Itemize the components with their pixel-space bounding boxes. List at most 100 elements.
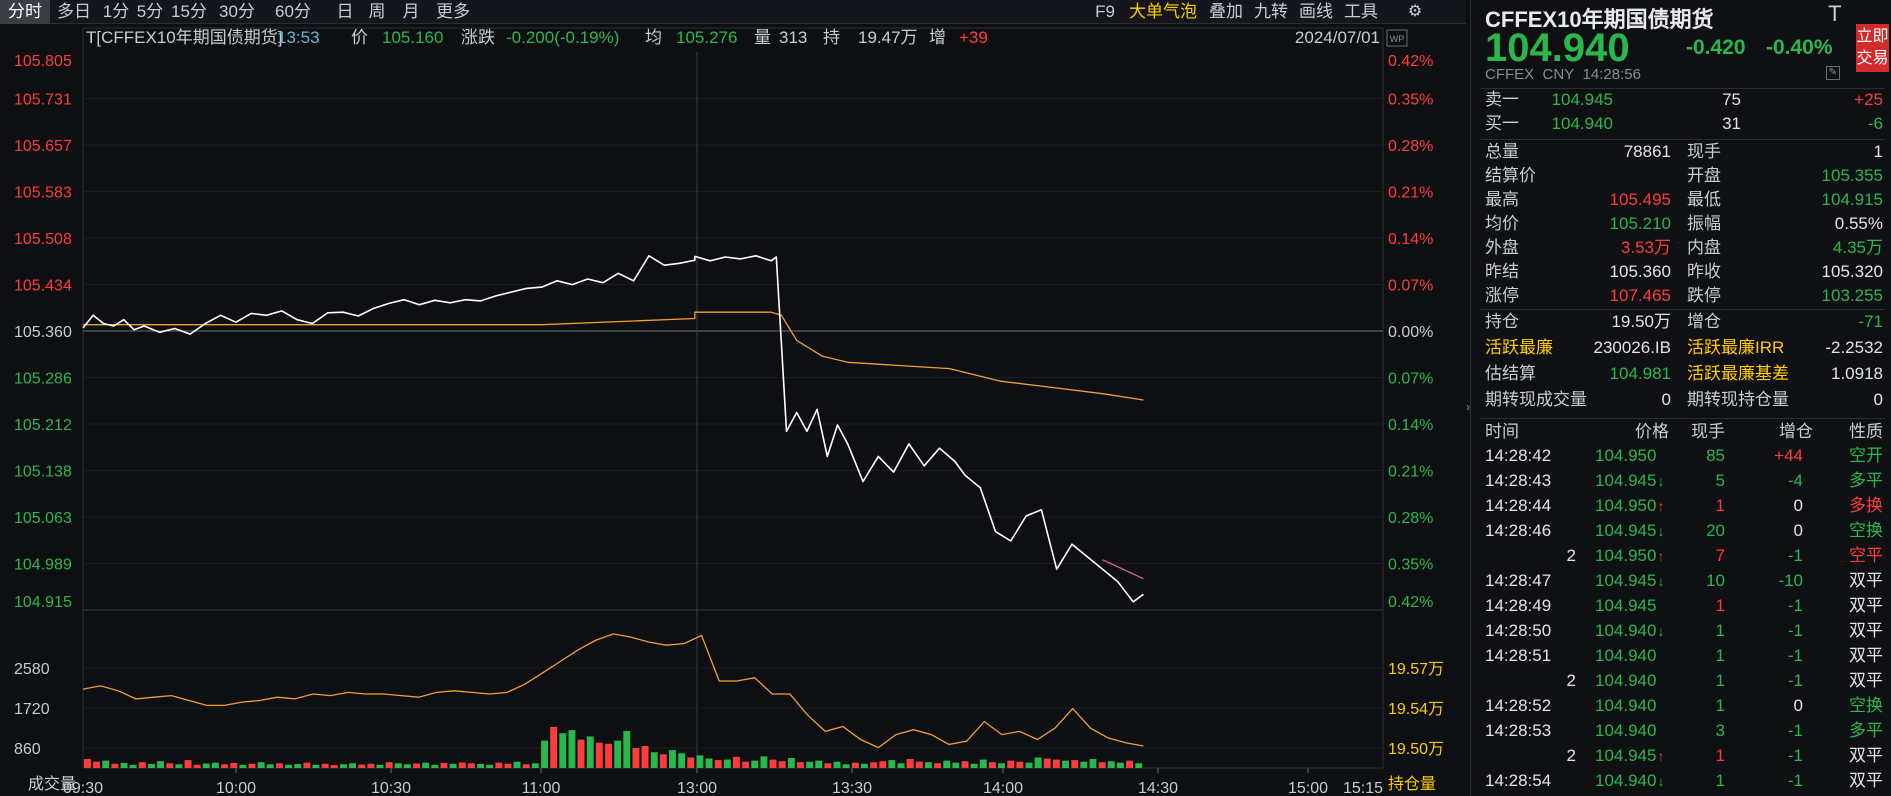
- tick-row: 14:28:51 104.940 1 -1 双平: [1485, 644, 1883, 668]
- volume-bar: [248, 763, 256, 768]
- stat-value: 4.35万: [1832, 238, 1883, 257]
- ticks-header-time: 时间: [1485, 422, 1519, 441]
- panel-divider: [1481, 309, 1885, 310]
- volume-bar: [714, 760, 722, 768]
- tick-time: 14:28:54: [1485, 771, 1552, 790]
- panel-collapse-icon[interactable]: »: [1466, 400, 1473, 440]
- infobar-item: 313: [779, 28, 807, 47]
- toolbar-tab-3[interactable]: 5分: [136, 2, 164, 21]
- price-tick-label: 105.138: [14, 464, 72, 481]
- price-tick-label: 104.915: [14, 594, 72, 611]
- tick-time: 14:28:43: [1485, 471, 1552, 490]
- toolbar-tab-6[interactable]: 60分: [275, 2, 311, 21]
- infobar-item: +39: [959, 28, 988, 47]
- toolbar-tab-2[interactable]: 1分: [102, 2, 130, 21]
- gear-icon[interactable]: ⚙: [1407, 3, 1423, 20]
- tick-row: 14:28:54 104.940 1 -1 双平: [1485, 769, 1883, 793]
- intraday-chart[interactable]: T[CFFEX10年期国债期货] 13:53 价 105.160 涨跌 -0.200(-0…: [0, 24, 1466, 796]
- stat-value: 105.210: [1609, 214, 1671, 233]
- price-line: [82, 255, 1144, 603]
- stat-row: 总量 78861 现手 1: [1485, 140, 1883, 164]
- chart-svg[interactable]: T[CFFEX10年期国债期货]13:53 价 105.160 涨跌 -0.200(-0…: [0, 24, 1466, 796]
- toolbar-right-4[interactable]: 画线: [1299, 2, 1333, 21]
- tick-volume: 3: [1715, 721, 1725, 740]
- stat-label: 现手: [1687, 142, 1721, 161]
- edit-icon[interactable]: ✎: [1826, 66, 1840, 80]
- toolbar-tab-1[interactable]: 多日: [57, 2, 91, 21]
- pct-tick-label: 0.21%: [1388, 185, 1433, 202]
- toolbar-tab-5[interactable]: 30分: [219, 2, 255, 21]
- toolbar-tab-4[interactable]: 15分: [171, 2, 207, 21]
- toolbar-right-5[interactable]: 工具: [1344, 2, 1378, 21]
- stat-label: 昨收: [1687, 262, 1721, 281]
- stat-row: 最高 105.495 最低 104.915: [1485, 188, 1883, 212]
- tick-row: 14:28:46 104.945 20 0 空换: [1485, 519, 1883, 543]
- time-tick-label: 09:30: [63, 780, 103, 796]
- tick-volume: 1: [1715, 596, 1725, 615]
- instrument-title: CFFEX10年期国债期货: [1485, 7, 1714, 32]
- price-tick-label: 105.360: [14, 324, 72, 341]
- volume-bar: [970, 763, 978, 768]
- panel-divider: [1481, 418, 1885, 419]
- price-tick-label: 105.286: [14, 371, 72, 388]
- toolbar-right-2[interactable]: 叠加: [1209, 2, 1243, 21]
- infobar-item: 涨跌: [461, 28, 495, 47]
- volume-bar: [193, 764, 201, 768]
- tick-oi-change: -1: [1787, 746, 1803, 765]
- toolbar-tab-9[interactable]: 月: [402, 2, 420, 21]
- exchange-code: CFFEX: [1485, 66, 1535, 83]
- price-tick-label: 105.212: [14, 417, 72, 434]
- volume-bar: [998, 763, 1005, 768]
- tick-volume: 1: [1715, 771, 1725, 790]
- trade-now-button[interactable]: 立即 交易: [1856, 24, 1889, 72]
- volume-bar: [1080, 761, 1088, 768]
- tick-time: 14:28:49: [1485, 596, 1552, 615]
- volume-bar: [486, 764, 494, 768]
- volume-bar: [989, 762, 996, 768]
- infobar-item: 价: [351, 28, 368, 47]
- toolbar-right-0[interactable]: F9: [1095, 2, 1115, 21]
- toolbar-tab-7[interactable]: 日: [336, 2, 354, 21]
- toolbar-right-1[interactable]: 大单气泡: [1129, 2, 1197, 21]
- time-tick-label: 14:00: [983, 780, 1023, 796]
- extra-label: 活跃最廉: [1485, 338, 1553, 357]
- toolbar-tab-10[interactable]: 更多: [436, 2, 470, 21]
- volume-bar: [605, 743, 612, 768]
- volume-bar: [285, 764, 292, 768]
- volume-bar: [166, 763, 174, 768]
- tick-time: 2: [1566, 546, 1576, 565]
- volume-bar: [833, 761, 841, 768]
- volume-bar: [614, 740, 622, 768]
- time-tick-label: 15:15: [1343, 780, 1383, 796]
- order-book-change: +25: [1854, 90, 1883, 109]
- tick-row: 14:28:50 104.940 1 -1 双平: [1485, 619, 1883, 643]
- volume-bar: [1034, 757, 1042, 768]
- stat-label: 外盘: [1485, 238, 1519, 257]
- stat-label: 内盘: [1687, 238, 1721, 257]
- volume-bar: [312, 764, 320, 768]
- volume-bar: [321, 763, 329, 768]
- volume-bar: [202, 763, 210, 768]
- tick-nature: 双平: [1849, 646, 1883, 665]
- volume-bar: [504, 763, 512, 768]
- volume-bar: [632, 748, 640, 768]
- volume-bar: [705, 758, 713, 768]
- infobar-date: 2024/07/01: [1295, 28, 1380, 47]
- toolbar-tab-0[interactable]: 分时: [0, 0, 50, 24]
- tick-volume: 1: [1715, 746, 1725, 765]
- toolbar-tab-8[interactable]: 周: [368, 2, 386, 21]
- trade-now-label-1: 立即: [1856, 28, 1889, 45]
- wp-icon[interactable]: [1386, 29, 1408, 47]
- quote-time: 14:28:56: [1582, 66, 1641, 83]
- volume-bar: [550, 726, 558, 768]
- volume-bar: [221, 764, 228, 768]
- tick-time: 14:28:44: [1485, 496, 1552, 515]
- tick-oi-change: -1: [1787, 771, 1803, 790]
- volume-tick-label: 860: [14, 741, 41, 758]
- extra-value: 104.981: [1609, 364, 1671, 383]
- tick-oi-change: -1: [1787, 671, 1803, 690]
- toolbar-right-3[interactable]: 九转: [1254, 2, 1288, 21]
- order-book-volume: 75: [1722, 90, 1741, 109]
- volume-bar: [477, 764, 484, 768]
- currency: CNY: [1542, 66, 1575, 83]
